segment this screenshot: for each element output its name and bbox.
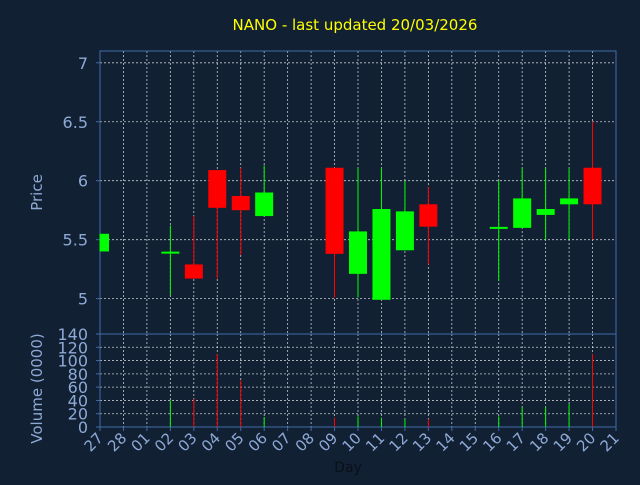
volume-ytick-label: 140 — [57, 325, 88, 344]
day-tick-label: 13 — [409, 429, 435, 455]
candle-body — [513, 198, 532, 228]
day-axis-label: Day — [334, 460, 362, 476]
chart-title: NANO - last updated 20/03/2026 — [233, 16, 478, 34]
candle-body — [372, 209, 391, 300]
candle-body — [536, 209, 555, 215]
day-tick-label: 02 — [151, 429, 177, 455]
day-tick-label: 19 — [550, 429, 576, 455]
candle-body — [395, 211, 414, 251]
day-tick-label: 08 — [292, 429, 318, 455]
day-tick-label: 16 — [479, 429, 505, 455]
candle-body — [419, 204, 438, 227]
day-tick-label: 09 — [315, 429, 341, 455]
candle-body — [489, 226, 508, 229]
candle-body — [161, 251, 180, 254]
day-tick-label: 18 — [526, 429, 552, 455]
day-tick-label: 04 — [198, 429, 224, 455]
price-ytick-label: 5 — [78, 290, 88, 309]
candle-body — [560, 198, 579, 205]
candle-body — [231, 196, 250, 211]
day-tick-label: 11 — [362, 429, 388, 455]
price-ytick-label: 5.5 — [63, 231, 88, 250]
volume-ytick-label: 60 — [68, 378, 88, 397]
day-tick-label: 21 — [597, 429, 623, 455]
volume-ytick-label: 100 — [57, 352, 88, 371]
price-axis-label: Price — [28, 174, 46, 211]
price-ytick-label: 6.5 — [63, 113, 88, 132]
candle-body — [325, 167, 344, 254]
day-tick-label: 12 — [386, 429, 412, 455]
volume-ytick-label: 120 — [57, 338, 88, 357]
volume-ytick-label: 20 — [68, 405, 88, 424]
volume-axis-label: Volume (0000) — [28, 333, 46, 443]
candle-body — [583, 167, 602, 205]
volume-ytick-label: 40 — [68, 391, 88, 410]
day-tick-label: 07 — [268, 429, 294, 455]
day-tick-label: 01 — [128, 429, 154, 455]
day-tick-label: 15 — [456, 429, 482, 455]
day-tick-label: 14 — [432, 429, 458, 455]
day-tick-label: 17 — [503, 429, 529, 455]
candle-body — [208, 170, 227, 208]
volume-ytick-label: 0 — [78, 418, 88, 437]
candle-body — [184, 264, 203, 279]
candle-body — [100, 233, 109, 252]
price-panel: 5 5.5 6 6.5 7 Price — [28, 50, 617, 335]
day-tick-label: 05 — [221, 429, 247, 455]
day-tick-label: 06 — [245, 429, 271, 455]
price-ytick-label: 6 — [78, 172, 88, 191]
day-tick-label: 03 — [174, 429, 200, 455]
candle-body — [349, 231, 367, 274]
day-tick-label: 10 — [339, 429, 365, 455]
day-tick-label: 28 — [104, 429, 130, 455]
volume-ytick-label: 80 — [68, 365, 88, 384]
price-ytick-label: 7 — [78, 54, 88, 73]
candle-body — [255, 192, 274, 217]
day-tick-label: 20 — [573, 429, 599, 455]
